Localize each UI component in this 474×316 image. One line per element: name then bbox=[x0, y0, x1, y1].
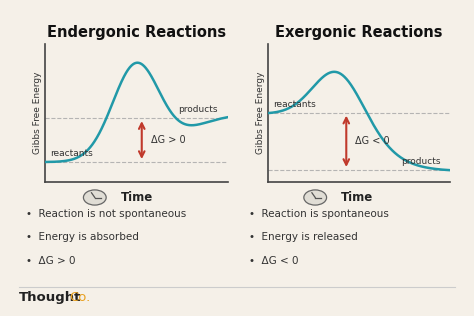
Text: •  Energy is released: • Energy is released bbox=[249, 232, 357, 242]
Text: Co.: Co. bbox=[69, 290, 91, 304]
Text: •  Energy is absorbed: • Energy is absorbed bbox=[26, 232, 139, 242]
Title: Endergonic Reactions: Endergonic Reactions bbox=[47, 25, 226, 40]
Text: ΔG > 0: ΔG > 0 bbox=[151, 135, 185, 145]
Text: reactants: reactants bbox=[51, 149, 93, 158]
Text: reactants: reactants bbox=[273, 100, 316, 109]
Text: products: products bbox=[178, 105, 218, 114]
Text: products: products bbox=[401, 157, 440, 166]
Title: Exergonic Reactions: Exergonic Reactions bbox=[275, 25, 443, 40]
Text: Time: Time bbox=[341, 191, 374, 204]
Text: Thought: Thought bbox=[19, 290, 82, 304]
Y-axis label: Gibbs Free Energy: Gibbs Free Energy bbox=[33, 72, 42, 154]
Text: •  ΔG > 0: • ΔG > 0 bbox=[26, 256, 75, 266]
Text: •  ΔG < 0: • ΔG < 0 bbox=[249, 256, 298, 266]
Text: •  Reaction is not spontaneous: • Reaction is not spontaneous bbox=[26, 209, 186, 219]
Text: ΔG < 0: ΔG < 0 bbox=[356, 136, 390, 146]
Y-axis label: Gibbs Free Energy: Gibbs Free Energy bbox=[256, 72, 265, 154]
Text: Time: Time bbox=[121, 191, 153, 204]
Text: •  Reaction is spontaneous: • Reaction is spontaneous bbox=[249, 209, 389, 219]
